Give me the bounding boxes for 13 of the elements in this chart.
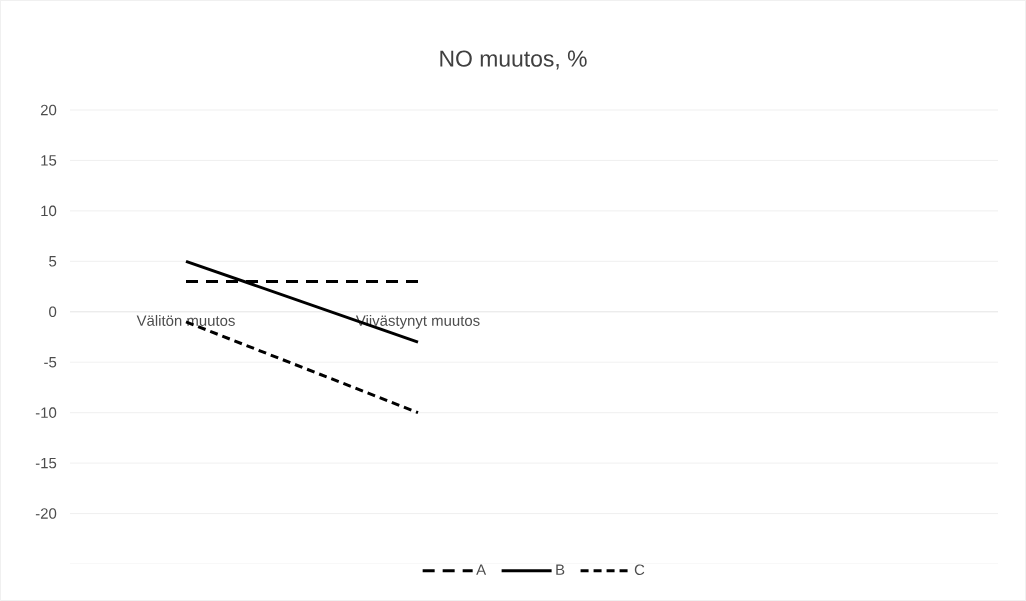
legend-label: C (634, 564, 645, 576)
y-tick-label: -20 (35, 508, 57, 519)
y-tick-label: 0 (49, 306, 57, 318)
legend-label: A (476, 564, 487, 575)
y-tick-label: -15 (35, 457, 57, 469)
y-tick-label: 20 (40, 104, 57, 116)
y-tick-label: 10 (41, 205, 57, 217)
y-tick-label: -10 (35, 407, 57, 418)
y-tick-label: 5 (49, 256, 57, 267)
y-tick-label: -5 (44, 357, 57, 368)
chart-title: NO muutos, % (440, 50, 587, 70)
legend-label: B (556, 564, 565, 575)
y-tick-label: 15 (41, 155, 57, 166)
